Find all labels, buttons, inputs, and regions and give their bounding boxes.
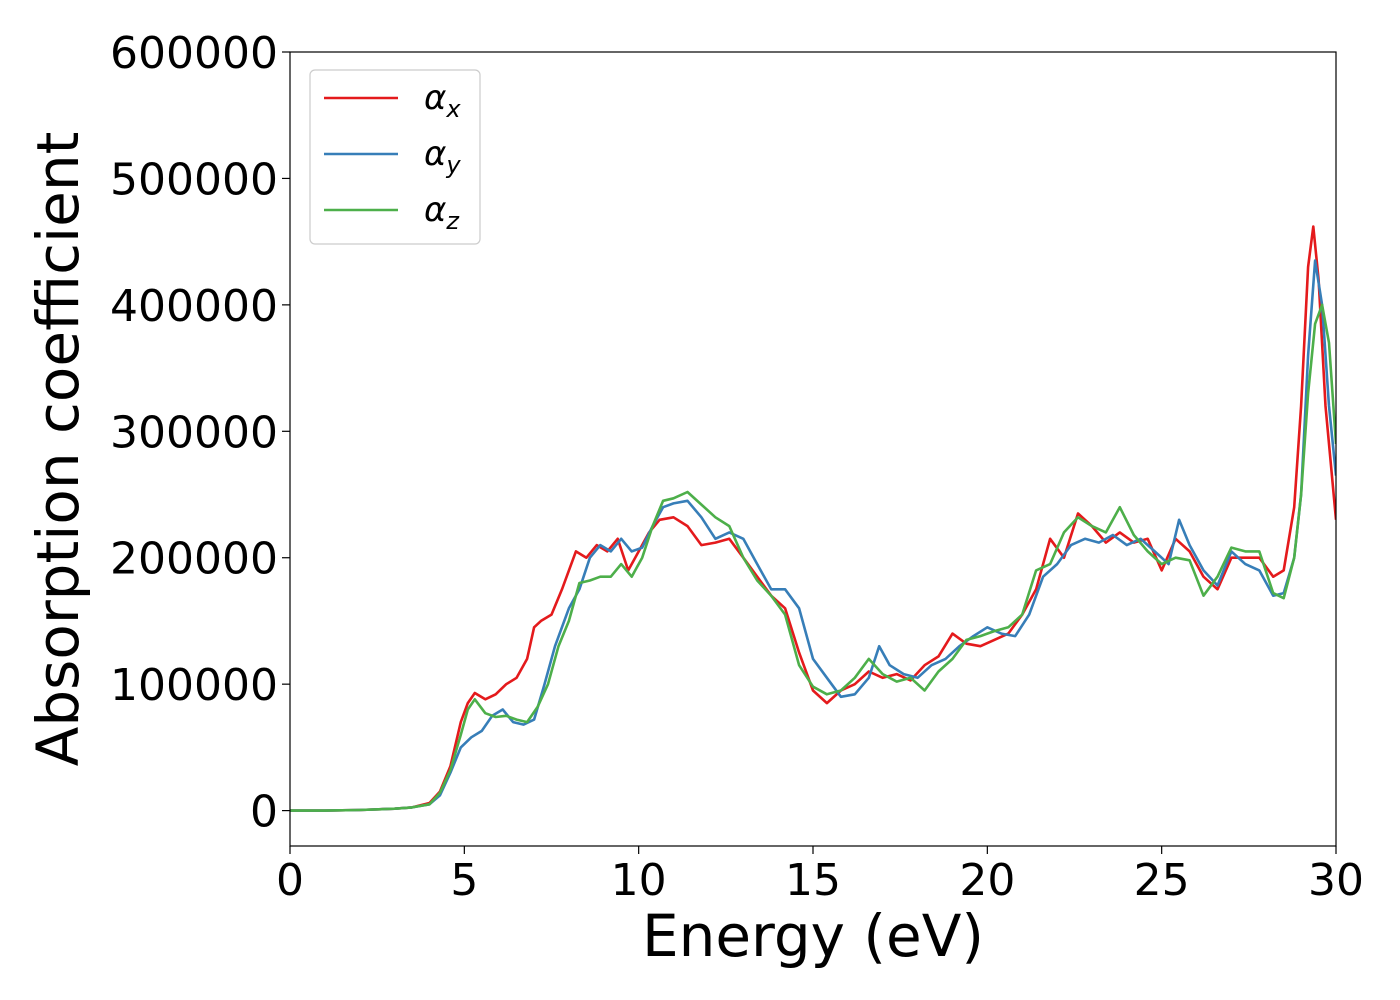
x-tick-label: 5 — [450, 855, 478, 906]
x-axis-label: Energy (eV) — [642, 902, 984, 970]
series-line-y — [290, 259, 1336, 812]
x-tick-label: 0 — [276, 855, 304, 906]
legend-label-x: αx — [424, 78, 461, 123]
y-axis: 0 100000 200000 300000 400000 500000 600000 — [110, 28, 290, 838]
series-line-x — [290, 225, 1336, 812]
y-tick-label: 100000 — [110, 660, 278, 711]
y-tick-label: 200000 — [110, 534, 278, 585]
legend-label-y: αy — [424, 134, 461, 179]
x-tick-label: 20 — [959, 855, 1015, 906]
x-tick-label: 25 — [1134, 855, 1190, 906]
x-axis: 0 5 10 15 20 25 30 — [276, 846, 1364, 906]
x-tick-label: 10 — [611, 855, 667, 906]
legend-label-z: αz — [424, 190, 460, 235]
y-axis-label: Absorption coefficient — [24, 132, 92, 767]
y-tick-label: 400000 — [110, 281, 278, 332]
x-tick-label: 30 — [1308, 855, 1364, 906]
y-tick-label: 500000 — [110, 154, 278, 205]
y-tick-label: 600000 — [110, 28, 278, 79]
series-line-z — [290, 303, 1336, 812]
y-tick-label: 300000 — [110, 407, 278, 458]
legend: αx αy αz — [309, 69, 481, 245]
x-tick-label: 15 — [785, 855, 841, 906]
plot-lines — [290, 225, 1336, 812]
legend-box — [309, 69, 481, 245]
y-tick-label: 0 — [250, 787, 278, 838]
